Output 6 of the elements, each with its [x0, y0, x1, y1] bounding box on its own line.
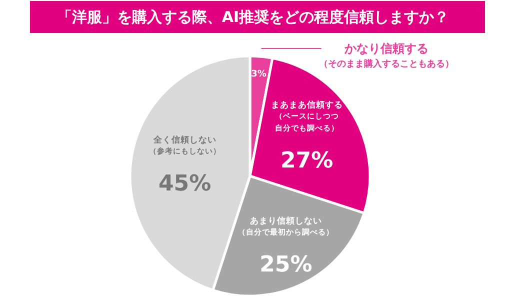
data-label: 3%	[251, 69, 266, 80]
data-label: 25%	[260, 252, 312, 278]
data-label: 45%	[158, 172, 212, 197]
slice-label: かなり信頼する（そのまま購入することもある）	[318, 42, 454, 70]
chart-title: 「洋服」を購入する際、AI推奨をどの程度信頼しますか？	[56, 8, 450, 26]
data-label: 27%	[280, 148, 334, 174]
